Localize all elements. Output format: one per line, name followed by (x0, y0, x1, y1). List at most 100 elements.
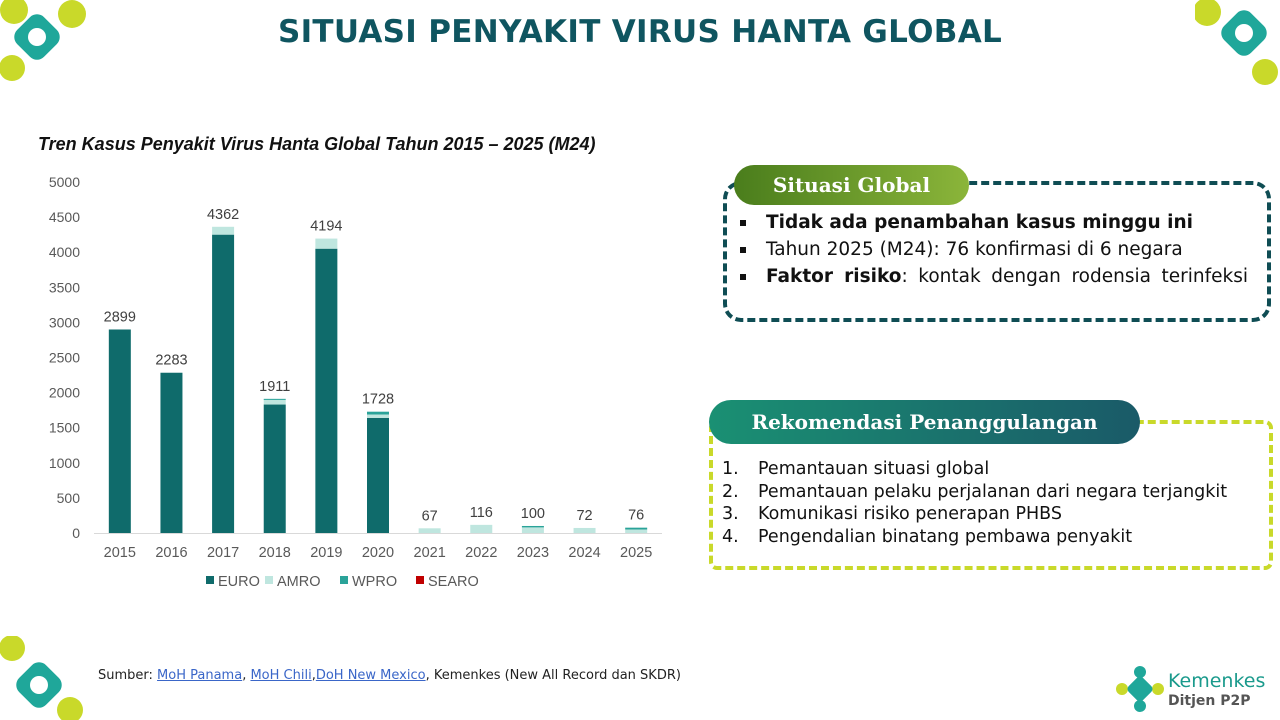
bar-segment-euro (315, 248, 338, 533)
corner-decoration-top-right (1195, 0, 1278, 85)
list-item: 3. Komunikasi risiko penerapan PHBS (722, 503, 1267, 526)
list-number: 4. (722, 526, 739, 547)
bullet-icon (740, 247, 746, 253)
y-tick-label: 0 (72, 525, 80, 541)
x-tick-label: 2022 (465, 545, 497, 561)
y-tick-label: 1000 (49, 455, 80, 471)
x-tick-label: 2018 (259, 545, 291, 561)
global-item-3-rest: : kontak dengan rodensia terinfeksi (901, 266, 1248, 287)
situasi-global-box (723, 181, 1271, 322)
y-tick-label: 3000 (49, 314, 80, 330)
global-item-2: Tahun 2025 (M24): 76 konfirmasi di 6 neg… (766, 239, 1183, 260)
y-tick-label: 2500 (49, 350, 80, 366)
bar-segment-euro (212, 234, 235, 533)
global-item-3-bold: Faktor risiko (766, 266, 902, 287)
bar-segment-wpro (263, 398, 286, 400)
bar-segment-amro (212, 226, 235, 235)
page-title: SITUASI PENYAKIT VIRUS HANTA GLOBAL (277, 14, 1003, 50)
legend-label-amro: AMRO (277, 574, 321, 590)
legend-swatch-wpro (340, 576, 348, 584)
legend-label-euro: EURO (218, 574, 260, 590)
y-tick-label: 3500 (49, 279, 80, 295)
list-item: 4. Pengendalian binatang pembawa penyakit (722, 526, 1267, 549)
source-separator: , (311, 668, 316, 683)
source-link-doh-new-mexico[interactable]: DoH New Mexico (315, 668, 426, 683)
list-text: Komunikasi risiko penerapan PHBS (758, 504, 1062, 524)
source-note: Sumber: MoH Panama, MoH Chili,DoH New Me… (98, 668, 681, 683)
data-label: 1728 (362, 392, 394, 408)
x-axis: 2015 2016 2017 2018 2019 2020 2021 2022 2023 2024… (94, 533, 662, 561)
bar-segment-amro (263, 399, 286, 405)
bullet-icon (740, 220, 746, 226)
y-tick-label: 1500 (49, 420, 80, 436)
x-tick-label: 2023 (517, 545, 549, 561)
global-item-1: Tidak ada penambahan kasus minggu ini (766, 212, 1193, 233)
y-tick-label: 4500 (49, 209, 80, 225)
source-prefix: Sumber: (98, 668, 158, 683)
rekomendasi-list: 1. Pemantauan situasi global 2. Pemantauan… (722, 458, 1267, 548)
list-item: Tahun 2025 (M24): 76 konfirmasi di 6 neg… (738, 236, 1248, 263)
situasi-global-header: Situasi Global (734, 165, 969, 205)
list-text: Pengendalian binatang pembawa penyakit (758, 526, 1133, 547)
legend-label-wpro: WPRO (352, 574, 397, 590)
bar-segment-amro (470, 524, 493, 533)
data-label: 4194 (310, 219, 342, 235)
y-tick-label: 2000 (49, 385, 80, 401)
bar-segment-amro (418, 528, 441, 533)
x-tick-label: 2019 (310, 545, 342, 561)
legend-swatch-searo (416, 576, 424, 584)
list-number: 1. (722, 459, 739, 479)
x-tick-label: 2017 (207, 545, 239, 561)
list-number: 3. (722, 504, 739, 524)
bar-segment-amro (573, 527, 596, 533)
legend-swatch-amro (265, 576, 273, 584)
chart-legend: EURO AMRO WPRO SEARO (206, 574, 479, 590)
kemenkes-logo: Kemenkes Ditjen P2P (1116, 664, 1276, 714)
chart-title: Tren Kasus Penyakit Virus Hanta Global T… (38, 134, 596, 154)
x-tick-label: 2025 (620, 545, 652, 561)
rekomendasi-header: Rekomendasi Penanggulangan (709, 400, 1140, 444)
source-separator: , (242, 668, 251, 683)
y-axis: 0 500 1000 1500 2000 2500 3000 3500 4000 4500 5000 (49, 174, 80, 541)
bar-segment-amro (367, 414, 389, 418)
bar-segment-euro (367, 417, 389, 533)
bar-segment-euro (263, 404, 286, 533)
data-label: 4362 (207, 207, 239, 223)
x-tick-label: 2016 (155, 545, 187, 561)
corner-decoration-top-left (0, 0, 86, 81)
x-tick-label: 2020 (362, 545, 394, 561)
bar-segment-wpro (625, 527, 648, 530)
data-label: 76 (628, 508, 644, 524)
bar-segment-amro (315, 238, 338, 249)
bar-segment-wpro (367, 411, 389, 415)
bar-segment-amro (521, 527, 544, 533)
data-label: 67 (422, 508, 438, 524)
x-tick-label: 2024 (568, 545, 600, 561)
logo-brand: Kemenkes (1168, 670, 1266, 692)
source-link-moh-panama[interactable]: MoH Panama (157, 668, 243, 683)
y-tick-label: 5000 (49, 174, 80, 190)
corner-decoration-bottom-left (0, 636, 83, 720)
data-label: 1911 (259, 379, 290, 395)
x-tick-label: 2015 (104, 545, 136, 561)
bar-segment-amro (625, 529, 648, 533)
bar-segment-euro (160, 372, 183, 533)
y-tick-label: 4000 (49, 244, 80, 260)
list-text: Pemantauan pelaku perjalanan dari negara… (758, 481, 1228, 502)
data-label: 2899 (104, 309, 136, 325)
list-item: Tidak ada penambahan kasus minggu ini (738, 209, 1248, 236)
data-label: 2283 (155, 353, 187, 369)
list-text: Pemantauan situasi global (758, 459, 990, 479)
bar-segment-wpro (521, 525, 544, 528)
y-tick-label: 500 (57, 490, 81, 506)
list-number: 2. (722, 481, 739, 502)
data-label: 72 (576, 508, 592, 524)
legend-label-searo: SEARO (428, 574, 479, 590)
data-label: 116 (470, 505, 493, 521)
bar-segment-euro (108, 329, 131, 533)
bullet-icon (740, 274, 746, 280)
source-link-moh-chili[interactable]: MoH Chili (250, 668, 312, 683)
list-item: 1. Pemantauan situasi global (722, 458, 1267, 481)
list-item: 2. Pemantauan pelaku perjalanan dari nega… (722, 481, 1267, 504)
situasi-global-list: Tidak ada penambahan kasus minggu ini Ta… (738, 209, 1248, 290)
